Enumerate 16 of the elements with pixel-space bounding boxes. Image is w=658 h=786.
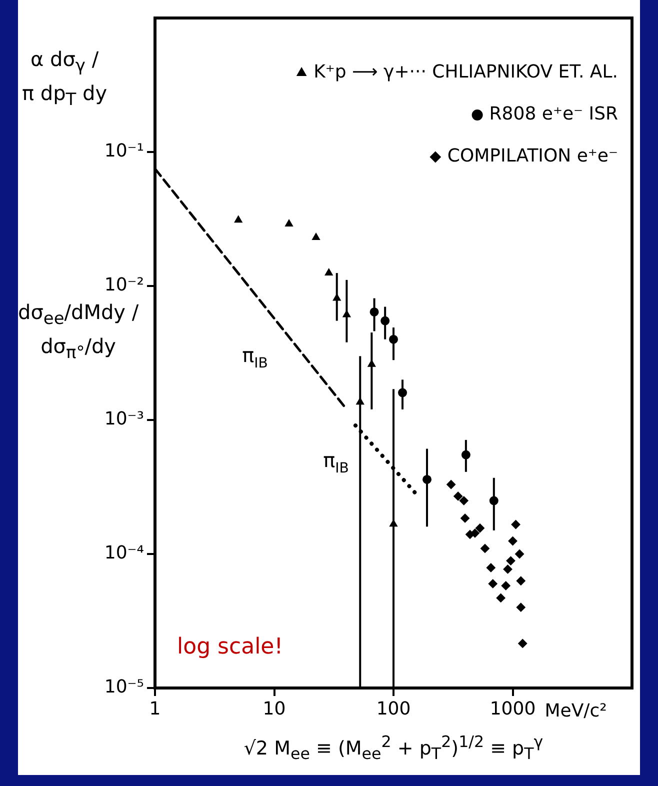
annotation: log scale! [177,634,284,660]
legend-label: COMPILATION e⁺e⁻ [447,146,618,167]
legend-label: K⁺p ⟶ γ+··· CHLIAPNIKOV ET. AL. [314,62,618,83]
x-tick-label: 1000 [490,698,536,720]
y-tick-label: 10⁻⁵ [104,676,144,698]
legend-label: R808 e⁺e⁻ ISR [489,104,618,125]
y-axis-title: dσ$_{ee}$/dMdy / dσ$_{π°}$/dy [18,299,139,365]
text: α dσ$_{γ}$ / π dp$_{T}$ dy [22,47,108,110]
text: MeV/c² [544,700,607,722]
y-tick-label: 10⁻³ [104,408,144,430]
y-tick-label: 10⁻⁴ [104,542,144,564]
x-tick-label: 1 [149,698,161,720]
x-tick-label: 100 [376,698,411,720]
x-tick-label: 10 [262,698,286,720]
y-tick-label: 10⁻¹ [104,140,144,162]
y-tick-label: 10⁻² [104,274,144,296]
